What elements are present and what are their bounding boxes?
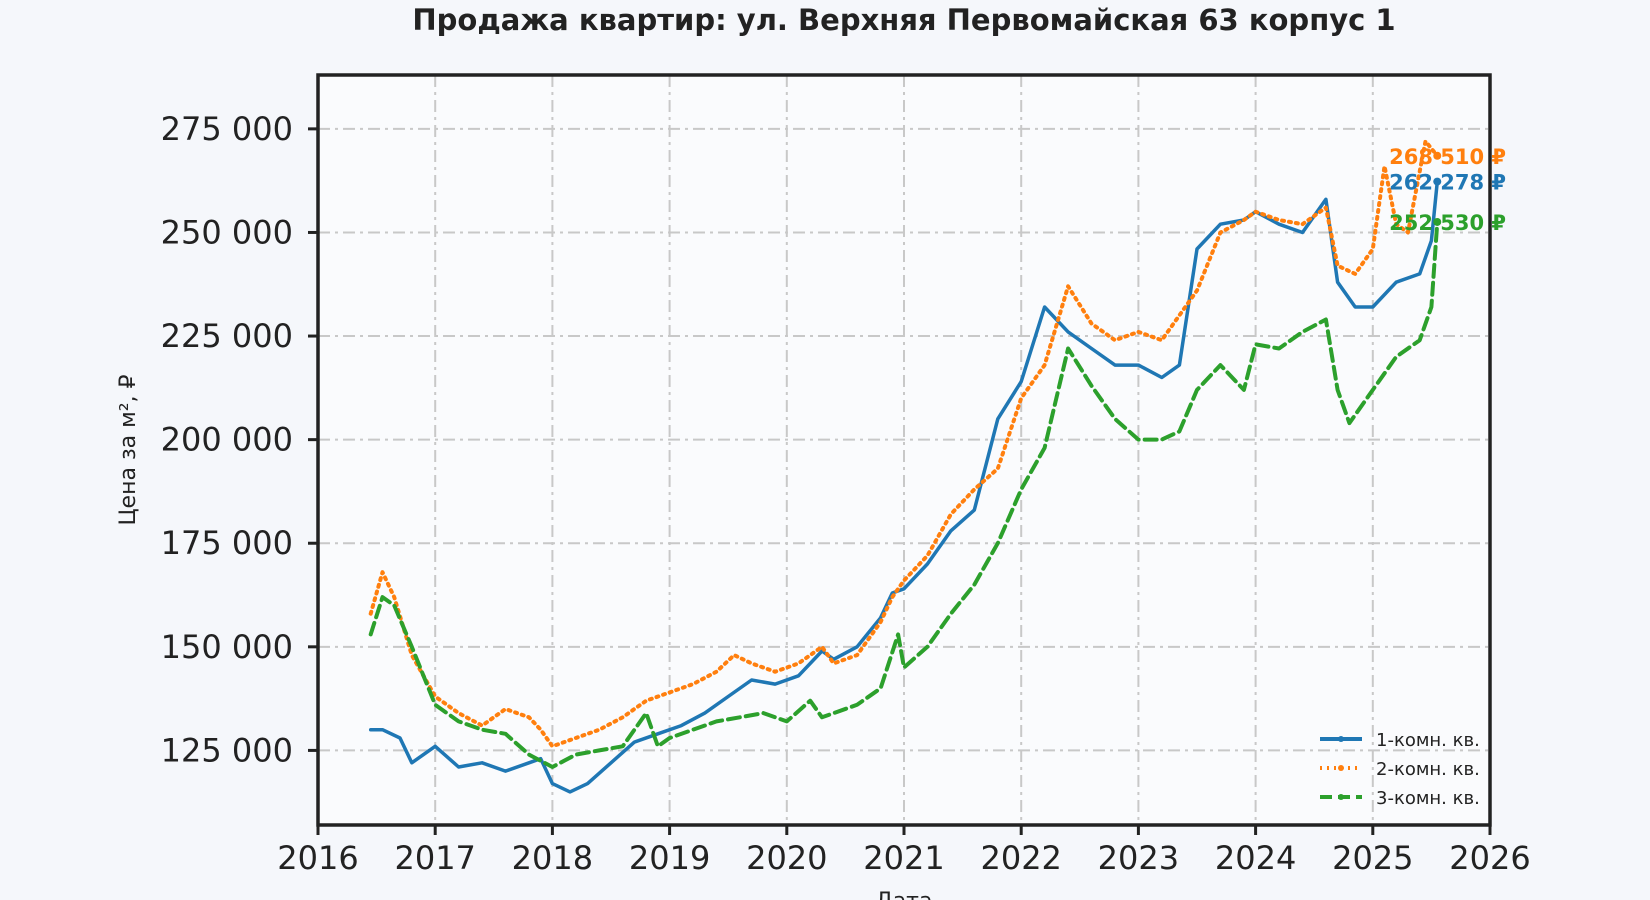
series-end-point-3 <box>1433 217 1442 226</box>
end-labels: 262 278 ₽268 510 ₽ 252 530 ₽ <box>1389 145 1506 235</box>
x-axis-label: Дата <box>876 889 933 900</box>
axis-ticks: 2016 2017 2018 2019 2020 2021 2022 2023 2024 2025… <box>161 110 1531 877</box>
x-tick-label: 2024 <box>1215 839 1296 877</box>
series-line-3 <box>368 220 1440 769</box>
y-tick-label: 150 000 <box>161 628 293 666</box>
legend-label-2: 2-комн. кв. <box>1376 759 1480 780</box>
x-tick-label: 2025 <box>1332 839 1413 877</box>
x-tick-label: 2020 <box>746 839 827 877</box>
x-tick-label: 2019 <box>629 839 710 877</box>
series-end-point-1 <box>1433 177 1442 186</box>
x-tick-label: 2017 <box>394 839 475 877</box>
legend-marker-2 <box>1338 765 1344 771</box>
chart-title: Продажа квартир: ул. Верхняя Первомайска… <box>412 3 1395 37</box>
x-tick-label: 2021 <box>863 839 944 877</box>
series-line-1 <box>368 179 1440 794</box>
x-tick-label: 2018 <box>512 839 593 877</box>
series-end-label-2: 268 510 ₽ <box>1389 145 1506 169</box>
series-end-label-3: 252 530 ₽ <box>1389 211 1506 235</box>
y-tick-label: 225 000 <box>161 317 293 355</box>
series-end-label-1: 262 278 ₽ <box>1389 171 1506 195</box>
x-tick-label: 2022 <box>980 839 1061 877</box>
series-end-point-2 <box>1433 151 1442 160</box>
legend-label-3: 3-комн. кв. <box>1376 788 1480 809</box>
legend-marker-1 <box>1338 736 1344 742</box>
legend: 1-комн. кв. 2-комн. кв. 3-комн. кв. <box>1320 730 1480 809</box>
legend-marker-3 <box>1338 794 1344 800</box>
y-axis-label: Цена за м², ₽ <box>116 374 141 525</box>
legend-label-1: 1-комн. кв. <box>1376 730 1480 751</box>
y-tick-label: 250 000 <box>161 213 293 251</box>
series-line-2 <box>368 139 1440 749</box>
y-tick-label: 200 000 <box>161 421 293 459</box>
y-tick-label: 275 000 <box>161 110 293 148</box>
x-tick-label: 2023 <box>1098 839 1179 877</box>
x-tick-label: 2026 <box>1449 839 1530 877</box>
series-layer <box>368 139 1442 794</box>
y-tick-label: 125 000 <box>161 731 293 769</box>
x-tick-label: 2016 <box>277 839 358 877</box>
y-tick-label: 175 000 <box>161 524 293 562</box>
